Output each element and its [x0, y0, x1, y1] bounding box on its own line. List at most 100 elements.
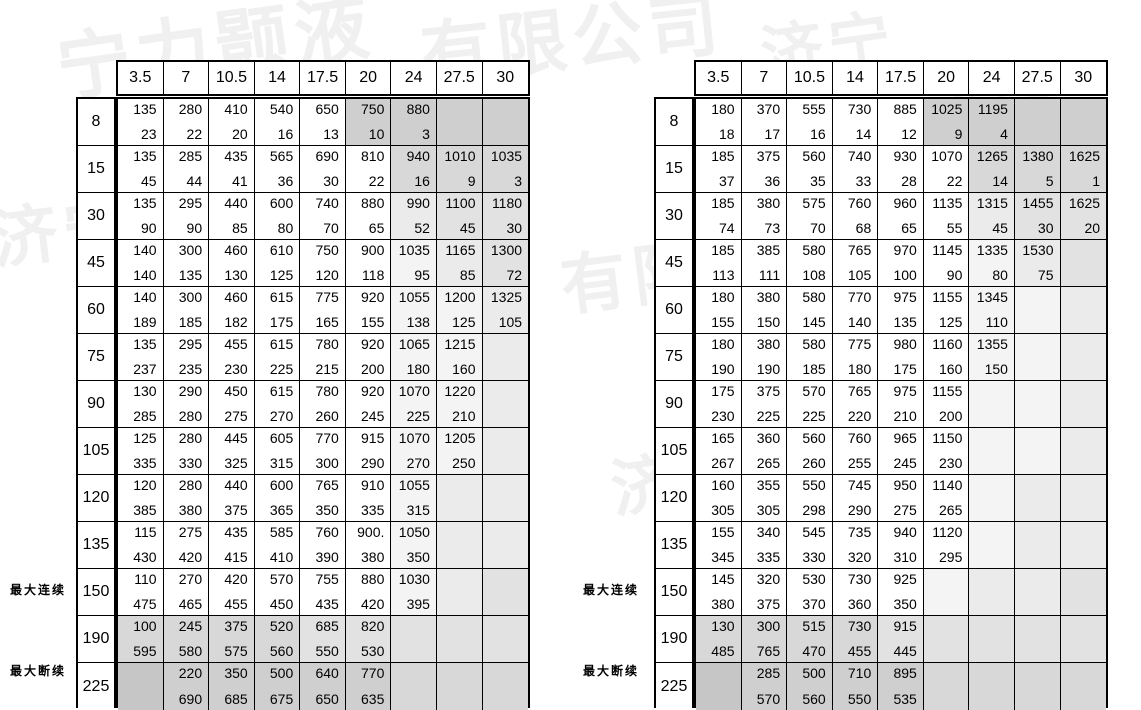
cell-value-upper: 745 [847, 477, 872, 493]
data-cell: 1205 250 [436, 428, 483, 474]
data-cell [1060, 240, 1107, 286]
data-cell: 145 380 [696, 569, 742, 615]
data-cell: 940 16 [391, 146, 437, 192]
cell-value-lower: 690 [178, 691, 203, 707]
data-cell: 745 290 [832, 475, 879, 521]
cell-value-lower: 335 [756, 549, 781, 565]
cell-value-upper: 1055 [398, 477, 430, 493]
data-cell: 295 90 [163, 193, 210, 239]
cell-value-upper: 920 [361, 336, 385, 352]
data-cell: 110 475 [118, 569, 164, 615]
data-cell: 930 28 [878, 146, 924, 192]
cell-value-upper: 895 [893, 665, 917, 681]
cell-value-lower: 180 [406, 361, 430, 377]
data-cell: 965 245 [878, 428, 924, 474]
cell-value-upper: 600 [269, 477, 294, 493]
data-cell [1060, 99, 1107, 145]
data-cell [969, 522, 1015, 568]
cell-value-lower: 225 [756, 408, 781, 424]
data-cell: 300 185 [163, 287, 210, 333]
cell-value-upper: 920 [361, 383, 385, 399]
cell-value-upper: 300 [178, 289, 203, 305]
column-header-cell: 10.5 [787, 62, 833, 94]
data-cell: 560 260 [787, 428, 833, 474]
data-cell: 410 20 [209, 99, 255, 145]
data-cell: 915 445 [878, 616, 924, 662]
cell-value-lower: 90 [140, 220, 157, 236]
data-cell: 575 70 [787, 193, 833, 239]
cell-value-upper: 420 [224, 571, 248, 587]
data-cell: 1030 395 [391, 569, 437, 615]
data-cell: 1355 150 [969, 334, 1015, 380]
cell-value-upper: 920 [361, 289, 385, 305]
cell-value-lower: 125 [452, 314, 476, 330]
cell-value-lower: 190 [711, 361, 735, 377]
data-cell [1014, 428, 1061, 474]
row-header-cell: 150 [78, 569, 114, 616]
data-cell: 580 108 [787, 240, 833, 286]
cell-value-lower: 290 [847, 502, 872, 518]
cell-value-lower: 14 [855, 126, 872, 142]
data-cell: 975 135 [878, 287, 924, 333]
cell-value-upper: 280 [178, 477, 203, 493]
data-cell: 135 90 [118, 193, 164, 239]
row-header-cell: 90 [78, 381, 114, 428]
cell-value-upper: 1165 [445, 242, 476, 258]
cell-value-upper: 135 [133, 101, 157, 117]
data-cell: 1025 9 [923, 99, 970, 145]
cell-value-lower: 290 [361, 455, 385, 471]
data-cell [436, 475, 483, 521]
data-cell: 555 16 [787, 99, 833, 145]
data-cell [482, 428, 529, 474]
row-header-cell: 135 [78, 522, 114, 569]
column-header-cell: 3.5 [118, 62, 164, 94]
cell-value-upper: 880 [361, 195, 385, 211]
data-cell: 1050 350 [391, 522, 437, 568]
cell-value-upper: 925 [893, 571, 917, 587]
cell-value-upper: 380 [756, 336, 781, 352]
cell-value-upper: 740 [847, 148, 872, 164]
data-cell: 375 575 [209, 616, 255, 662]
cell-value-lower: 33 [855, 173, 872, 189]
data-cell: 900 118 [345, 240, 392, 286]
cell-value-upper: 690 [315, 148, 339, 164]
data-cell [482, 475, 529, 521]
cell-value-upper: 565 [269, 148, 294, 164]
cell-value-lower: 65 [901, 220, 917, 236]
data-cell: 775 180 [832, 334, 879, 380]
table-row: 185 113 385 111 580 108 765 105 970 100 1145 90 1335… [696, 240, 1107, 287]
cell-value-upper: 1150 [932, 430, 963, 446]
data-cell [969, 569, 1015, 615]
cell-value-lower: 450 [269, 596, 294, 612]
cell-value-upper: 375 [756, 383, 781, 399]
cell-value-lower: 385 [133, 502, 157, 518]
cell-value-lower: 68 [855, 220, 872, 236]
row-header-cell: 150 [656, 569, 692, 616]
cell-value-lower: 20 [232, 126, 248, 142]
cell-value-lower: 370 [802, 596, 826, 612]
cell-value-lower: 435 [315, 596, 339, 612]
cell-value-lower: 35 [810, 173, 826, 189]
column-header-cell: 20 [923, 62, 970, 94]
cell-value-lower: 160 [452, 361, 476, 377]
data-cell: 360 265 [741, 428, 788, 474]
cell-value-lower: 230 [224, 361, 248, 377]
label-max-continuous: 最大连续 [10, 583, 67, 597]
cell-value-lower: 350 [406, 549, 430, 565]
cell-value-upper: 650 [315, 101, 339, 117]
cell-value-upper: 965 [893, 430, 917, 446]
cell-value-upper: 915 [361, 430, 385, 446]
data-cell [1014, 616, 1061, 662]
cell-value-upper: 740 [315, 195, 339, 211]
cell-value-lower: 4 [1000, 126, 1008, 142]
cell-value-lower: 80 [277, 220, 294, 236]
cell-value-upper: 575 [802, 195, 826, 211]
data-cell: 740 70 [300, 193, 346, 239]
cell-value-lower: 120 [315, 267, 339, 283]
cell-value-upper: 1195 [977, 101, 1008, 117]
cell-value-upper: 160 [711, 477, 735, 493]
data-cell: 765 105 [832, 240, 879, 286]
cell-value-upper: 1055 [398, 289, 430, 305]
cell-value-upper: 1180 [491, 195, 523, 211]
cell-value-upper: 360 [756, 430, 781, 446]
